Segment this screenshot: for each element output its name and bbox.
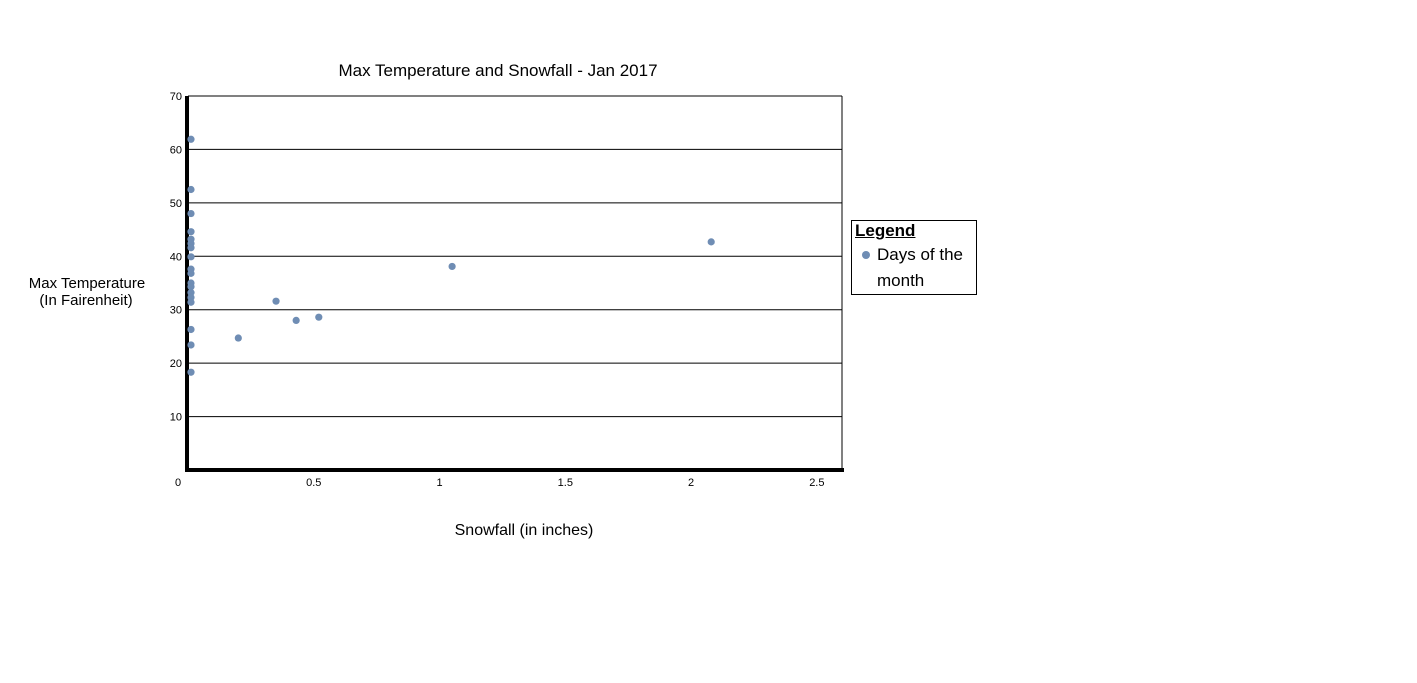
data-point [187, 135, 195, 143]
y-tick-label: 20 [170, 358, 182, 370]
y-axis-label-line2: (In Fairenheit) [39, 292, 132, 309]
x-tick-label: 1.5 [558, 477, 573, 489]
data-points [187, 135, 715, 376]
legend: Legend Days of the month [851, 220, 977, 295]
axes [185, 96, 844, 472]
data-point [272, 297, 280, 305]
data-point [187, 244, 195, 252]
data-point [292, 316, 300, 324]
data-point [187, 228, 195, 236]
y-axis-label-line1: Max Temperature [29, 275, 145, 292]
data-point [187, 298, 195, 306]
y-tick-label: 40 [170, 251, 182, 263]
data-point [234, 334, 242, 342]
x-tick-label: 2.5 [809, 477, 824, 489]
data-point [187, 185, 195, 194]
data-point [187, 325, 195, 334]
data-point [187, 283, 195, 291]
x-tick-label: 0.5 [306, 477, 321, 489]
gridlines [188, 95, 843, 470]
data-point [187, 269, 195, 277]
data-point [448, 262, 456, 271]
legend-entry-label: Days of the month [877, 245, 963, 290]
y-tick-label: 10 [170, 412, 182, 424]
x-tick-label: 0 [175, 477, 181, 489]
x-axis-label: Snowfall (in inches) [455, 522, 594, 539]
x-tick-label: 2 [688, 477, 694, 489]
y-tick-label: 60 [170, 144, 182, 156]
data-point [187, 253, 195, 261]
data-point [187, 341, 195, 349]
data-point [187, 209, 195, 218]
data-point [187, 368, 195, 376]
x-tick-label: 1 [436, 477, 442, 489]
data-point [707, 238, 715, 246]
tick-labels: 70 60 50 40 30 20 10 0 0.5 1 1.5 2 2.5 [170, 91, 825, 489]
legend-title: Legend [855, 221, 916, 240]
legend-marker [862, 251, 870, 259]
chart-title: Max Temperature and Snowfall - Jan 2017 [338, 61, 657, 80]
y-tick-label: 50 [170, 198, 182, 210]
y-tick-label: 30 [170, 305, 182, 317]
y-tick-label: 70 [170, 91, 182, 103]
data-point [315, 313, 323, 321]
